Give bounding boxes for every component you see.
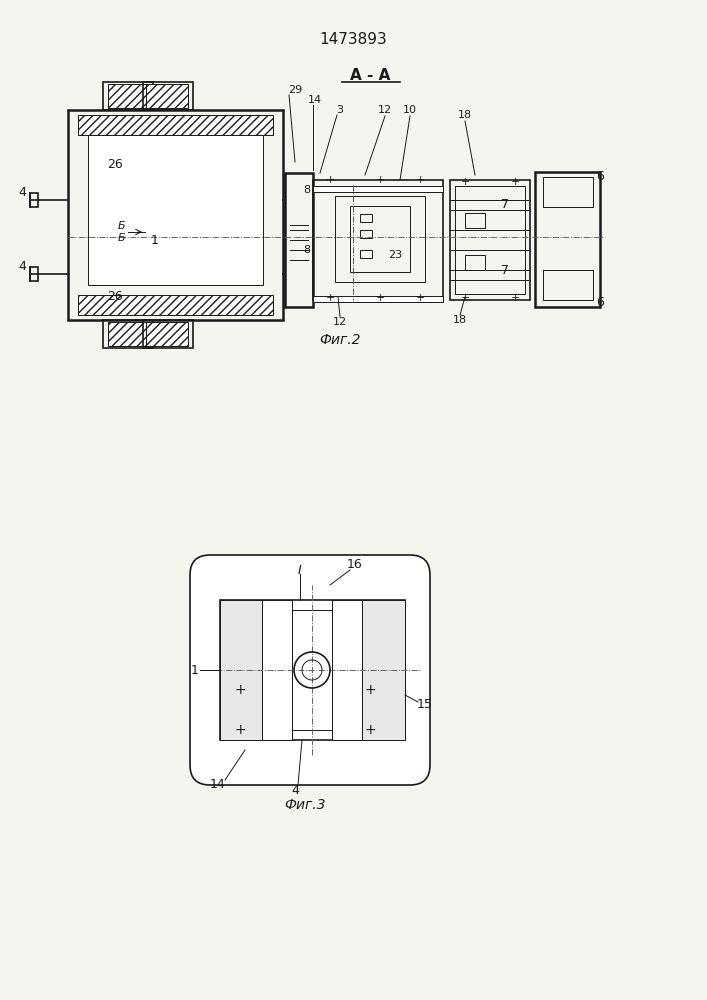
Text: 6: 6 (596, 296, 604, 310)
Text: +: + (415, 175, 425, 185)
Text: +: + (325, 293, 334, 303)
Bar (103, 82, 153, 110)
Bar (335, 196, 425, 282)
Bar (543, 177, 593, 207)
Text: 7: 7 (501, 198, 509, 212)
Text: 18: 18 (458, 110, 472, 120)
Bar (313, 296, 443, 302)
Bar (455, 186, 525, 294)
Bar (220, 600, 405, 740)
Text: +: + (375, 175, 385, 185)
Text: +: + (325, 175, 334, 185)
Text: 3: 3 (337, 105, 344, 115)
Text: +: + (375, 293, 385, 303)
Text: Фиг.2: Фиг.2 (320, 333, 361, 347)
Text: 26: 26 (107, 158, 123, 172)
Bar (143, 82, 193, 110)
Bar (543, 270, 593, 300)
Text: Б: Б (118, 233, 126, 243)
Bar (360, 214, 372, 222)
Text: I: I (298, 564, 302, 576)
Bar (360, 230, 372, 238)
Bar (30, 267, 38, 281)
Bar (292, 610, 332, 730)
Bar (332, 600, 362, 740)
Text: 4: 4 (18, 260, 26, 273)
Text: 4: 4 (291, 784, 299, 796)
Bar (146, 84, 188, 108)
Text: 1: 1 (191, 664, 199, 676)
Bar (285, 173, 313, 307)
Bar (465, 255, 485, 270)
Text: 1473893: 1473893 (319, 32, 387, 47)
Text: 14: 14 (210, 778, 226, 792)
Text: +: + (460, 177, 469, 187)
Bar (313, 180, 443, 300)
Text: +: + (234, 683, 246, 697)
FancyBboxPatch shape (190, 555, 430, 785)
Text: 29: 29 (288, 85, 302, 95)
Text: 14: 14 (308, 95, 322, 105)
Text: +: + (510, 293, 520, 303)
Text: 12: 12 (378, 105, 392, 115)
Text: +: + (364, 683, 376, 697)
Bar (68, 110, 283, 320)
Text: 15: 15 (417, 698, 433, 712)
Text: Фиг.3: Фиг.3 (284, 798, 326, 812)
Text: +: + (364, 723, 376, 737)
Text: +: + (510, 177, 520, 187)
Bar (220, 600, 262, 740)
Text: +: + (460, 293, 469, 303)
Bar (108, 322, 148, 346)
Text: Б: Б (118, 221, 126, 231)
Bar (360, 250, 372, 258)
Text: 8: 8 (303, 185, 310, 195)
Bar (350, 206, 410, 272)
Text: 26: 26 (107, 290, 123, 304)
Bar (450, 180, 530, 300)
Bar (143, 320, 193, 348)
Text: 16: 16 (347, 558, 363, 572)
Bar (88, 135, 263, 285)
Text: +: + (415, 293, 425, 303)
Text: А - А: А - А (350, 68, 390, 83)
Bar (535, 172, 600, 307)
Text: 1: 1 (151, 233, 159, 246)
Bar (108, 84, 148, 108)
Text: 8: 8 (303, 245, 310, 255)
Text: 6: 6 (596, 170, 604, 184)
Text: +: + (234, 723, 246, 737)
Bar (313, 186, 443, 192)
Bar (262, 600, 292, 740)
Bar (78, 295, 273, 315)
Bar (465, 213, 485, 228)
Text: 4: 4 (18, 186, 26, 200)
Text: 10: 10 (403, 105, 417, 115)
Bar (103, 320, 153, 348)
Text: 23: 23 (388, 250, 402, 260)
Text: 18: 18 (453, 315, 467, 325)
Text: 12: 12 (333, 317, 347, 327)
Text: 7: 7 (501, 263, 509, 276)
Bar (30, 193, 38, 207)
Bar (78, 115, 273, 135)
Bar (146, 322, 188, 346)
Bar (362, 600, 405, 740)
